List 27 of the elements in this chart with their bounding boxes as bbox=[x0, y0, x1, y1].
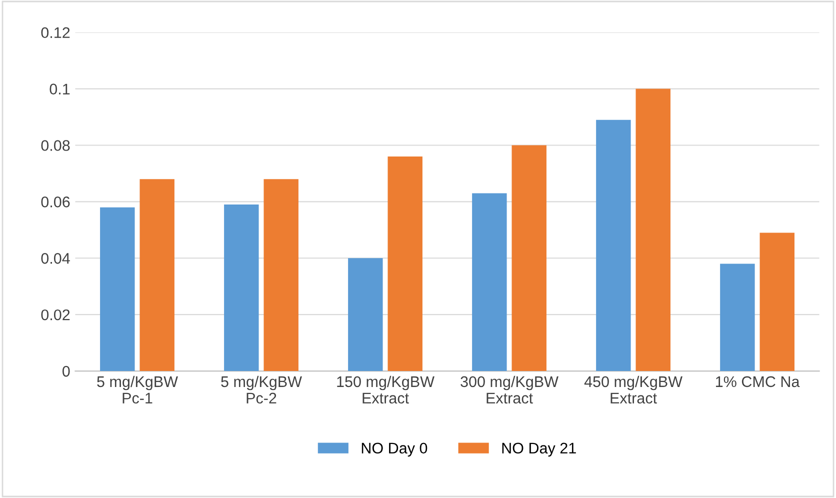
y-tick-label: 0.04 bbox=[41, 253, 70, 264]
legend-label: NO Day 21 bbox=[502, 442, 576, 457]
y-tick-label: 0 bbox=[62, 366, 70, 377]
bar bbox=[140, 179, 174, 372]
y-tick-label: 0.12 bbox=[41, 27, 70, 38]
y-tick-label: 0.02 bbox=[41, 309, 70, 320]
x-tick-label: 150 mg/KgBW Extract bbox=[337, 376, 434, 404]
bar bbox=[100, 207, 135, 372]
bar bbox=[512, 145, 546, 372]
bar bbox=[760, 232, 794, 372]
legend-label: NO Day 0 bbox=[362, 442, 428, 457]
bar bbox=[388, 156, 422, 372]
bar bbox=[596, 120, 631, 372]
bar bbox=[224, 204, 259, 372]
x-tick-label: 5 mg/KgBW Pc-1 bbox=[97, 376, 178, 404]
bar bbox=[348, 258, 383, 372]
x-tick-label: 300 mg/KgBW Extract bbox=[460, 376, 558, 404]
bar bbox=[636, 88, 670, 372]
x-tick-label: 450 mg/KgBW Extract bbox=[584, 376, 682, 404]
bar bbox=[472, 193, 507, 372]
x-tick-label: 1% CMC Na bbox=[716, 376, 800, 388]
y-tick-label: 0.06 bbox=[41, 196, 70, 208]
y-tick-label: 0.08 bbox=[41, 140, 70, 151]
x-tick-label: 5 mg/KgBW Pc-2 bbox=[221, 376, 302, 404]
y-tick-label: 0.1 bbox=[50, 84, 70, 94]
bar bbox=[720, 264, 755, 372]
bar bbox=[264, 179, 298, 372]
